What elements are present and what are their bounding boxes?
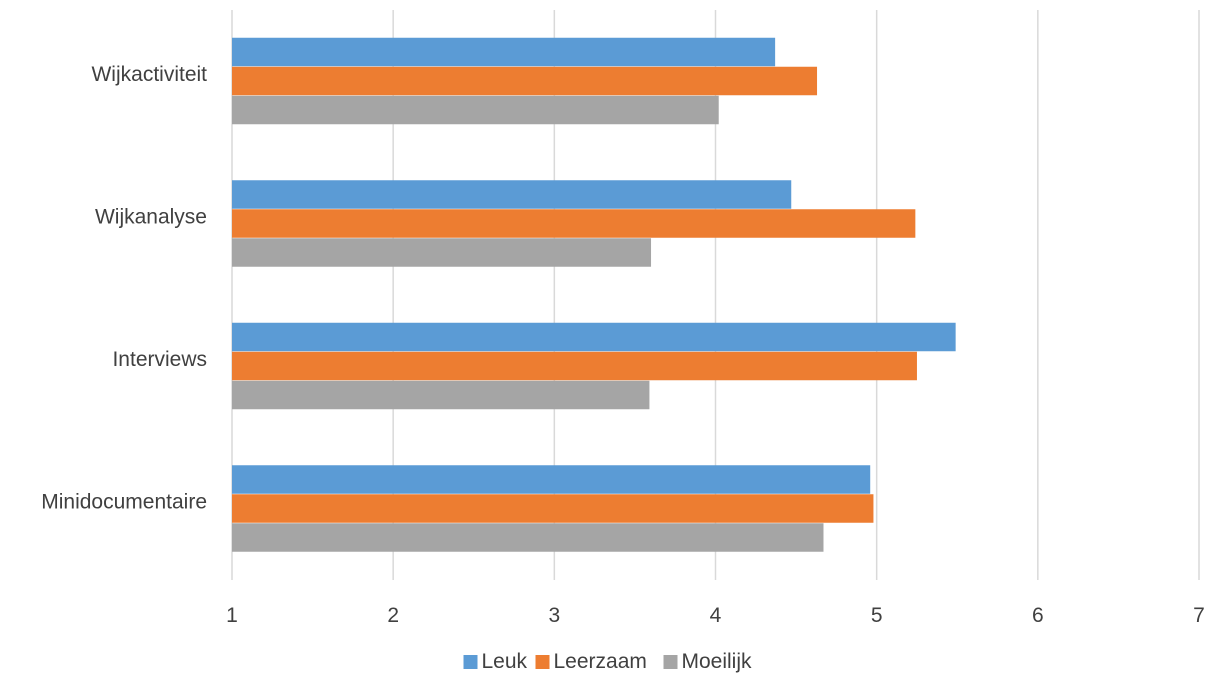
legend-label-leuk: Leuk [482,650,528,673]
category-labels: Wijkactiviteit Wijkanalyse Interviews Minid… [41,63,207,514]
category-label-interviews: Interviews [112,348,207,371]
legend-swatch-leuk [463,655,478,669]
x-axis-ticks: 1 2 3 4 5 6 7 [226,604,1205,627]
bar-wijkactiviteit-leuk [232,37,776,67]
bar-interviews-leuk [232,322,956,352]
bar-minidocumentaire-moeilijk [232,523,824,552]
bar-interviews-moeilijk [232,380,650,410]
x-tick-label-1: 1 [226,604,238,627]
bar-wijkanalyse-moeilijk [232,238,652,267]
legend-label-moeilijk: Moeilijk [682,650,753,673]
category-label-minidocumentaire: Minidocumentaire [41,490,207,513]
x-tick-label-4: 4 [710,604,722,627]
bar-wijkactiviteit-moeilijk [232,95,719,125]
legend-swatch-moeilijk [663,655,678,669]
x-tick-label-3: 3 [548,604,560,627]
bar-wijkactiviteit-leerzaam [232,66,818,96]
x-tick-label-6: 6 [1032,604,1044,627]
legend: Leuk Leerzaam Moeilijk [463,650,753,673]
bar-wijkanalyse-leuk [232,180,792,209]
legend-swatch-leerzaam [535,655,550,669]
legend-label-leerzaam: Leerzaam [554,650,647,673]
bar-minidocumentaire-leuk [232,465,871,494]
bar-minidocumentaire-leerzaam [232,494,874,523]
x-tick-label-7: 7 [1193,604,1205,627]
x-tick-label-5: 5 [871,604,883,627]
bars [232,37,956,552]
x-tick-label-2: 2 [387,604,399,627]
category-label-wijkactiviteit: Wijkactiviteit [91,63,207,86]
bar-interviews-leerzaam [232,351,917,381]
bar-wijkanalyse-leerzaam [232,209,916,238]
category-label-wijkanalyse: Wijkanalyse [95,205,207,228]
